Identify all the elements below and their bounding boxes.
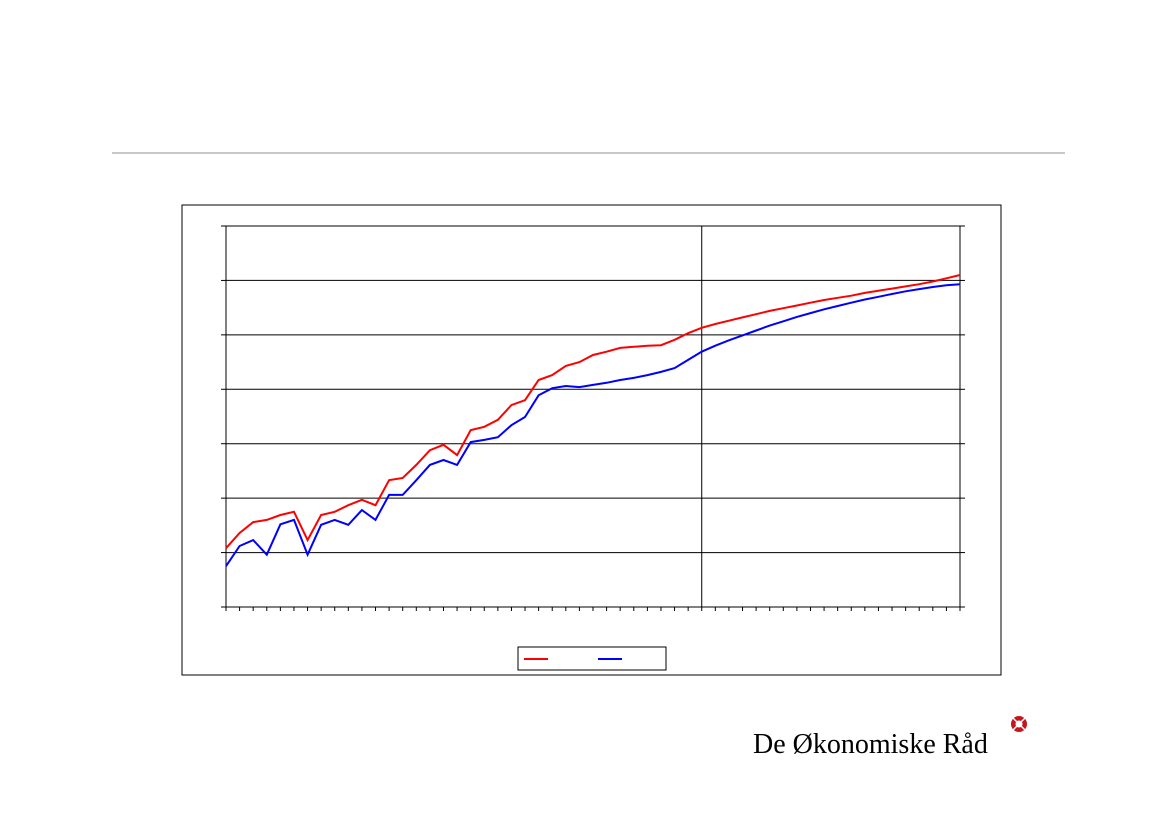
series-line <box>225 274 961 549</box>
legend-box <box>517 646 667 671</box>
series-line <box>225 283 961 567</box>
logo-icon <box>1011 716 1027 732</box>
chart-frame <box>181 204 1002 676</box>
logo-text: De Økonomiske Råd <box>753 729 988 760</box>
